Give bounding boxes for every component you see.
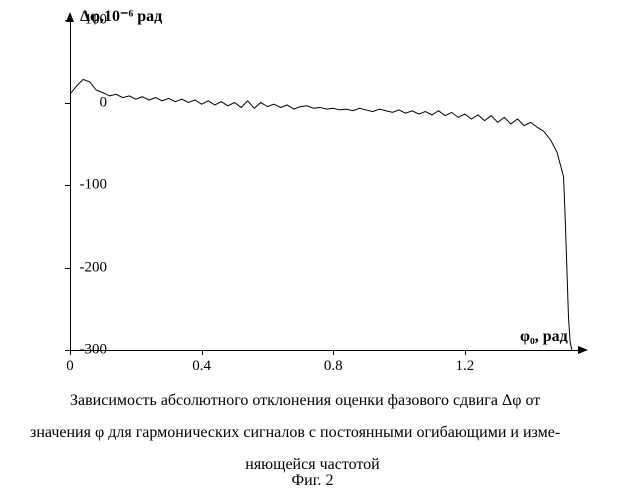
data-line (70, 79, 572, 350)
x-tick (333, 350, 334, 355)
x-tick (465, 350, 466, 355)
x-tick (202, 350, 203, 355)
x-tick-label: 0.8 (324, 358, 343, 375)
figure-label: Фиг. 2 (0, 472, 625, 490)
y-tick-label: -100 (80, 177, 108, 194)
y-tick (65, 185, 70, 186)
line-plot (70, 20, 580, 350)
y-tick (65, 268, 70, 269)
y-tick (65, 20, 70, 21)
x-axis-title: φ₀, рад (520, 328, 568, 346)
x-tick-label: 0.4 (192, 358, 211, 375)
y-tick (65, 103, 70, 104)
x-tick-label: 1.2 (455, 358, 474, 375)
y-tick-label: 0 (100, 94, 108, 111)
x-tick (70, 350, 71, 355)
y-tick-label: -300 (80, 342, 108, 359)
y-tick-label: -200 (80, 259, 108, 276)
figure-caption: Зависимость абсолютного отклонения оценк… (30, 385, 595, 481)
caption-line: значения φ для гармонических сигналов с … (30, 417, 595, 449)
chart-area (70, 20, 580, 350)
caption-line: Зависимость абсолютного отклонения оценк… (30, 385, 595, 417)
figure-container: Δφ,10⁻⁶ рад φ₀, рад Зависимость абсолютн… (0, 0, 625, 500)
x-tick-label: 0 (66, 358, 74, 375)
y-tick-label: 100 (85, 12, 108, 29)
x-axis (70, 350, 580, 351)
